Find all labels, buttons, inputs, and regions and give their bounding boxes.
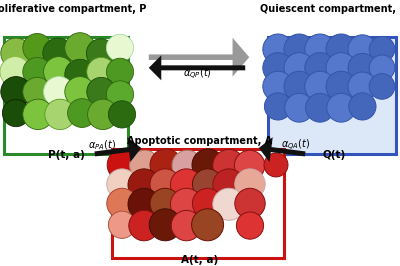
Text: $\alpha_{QP}(t)$: $\alpha_{QP}(t)$ bbox=[183, 67, 212, 82]
Ellipse shape bbox=[106, 58, 134, 85]
Ellipse shape bbox=[348, 53, 377, 82]
Ellipse shape bbox=[87, 77, 116, 106]
Ellipse shape bbox=[305, 71, 335, 102]
Text: Apoptotic compartment, A: Apoptotic compartment, A bbox=[127, 136, 273, 146]
Ellipse shape bbox=[348, 72, 377, 101]
Ellipse shape bbox=[0, 57, 30, 87]
Ellipse shape bbox=[23, 99, 53, 130]
Ellipse shape bbox=[236, 212, 264, 239]
Ellipse shape bbox=[149, 209, 181, 241]
Ellipse shape bbox=[107, 188, 137, 219]
Ellipse shape bbox=[170, 188, 202, 220]
Ellipse shape bbox=[128, 169, 160, 201]
Ellipse shape bbox=[285, 93, 314, 122]
Ellipse shape bbox=[170, 169, 202, 201]
Ellipse shape bbox=[192, 169, 223, 199]
Ellipse shape bbox=[150, 188, 180, 219]
Ellipse shape bbox=[65, 59, 95, 90]
Bar bbox=[112, 149, 284, 258]
Ellipse shape bbox=[369, 36, 395, 62]
Ellipse shape bbox=[264, 153, 288, 177]
Text: Quiescent compartment, Q: Quiescent compartment, Q bbox=[260, 4, 400, 14]
Ellipse shape bbox=[44, 77, 74, 107]
Ellipse shape bbox=[150, 169, 180, 199]
Ellipse shape bbox=[1, 77, 31, 107]
Ellipse shape bbox=[108, 211, 136, 238]
Ellipse shape bbox=[284, 53, 314, 83]
Ellipse shape bbox=[106, 34, 134, 61]
Ellipse shape bbox=[1, 38, 31, 68]
Ellipse shape bbox=[213, 149, 245, 181]
Ellipse shape bbox=[235, 188, 265, 219]
Ellipse shape bbox=[369, 55, 395, 81]
Text: P(t, a): P(t, a) bbox=[48, 150, 84, 160]
Ellipse shape bbox=[192, 209, 224, 241]
Ellipse shape bbox=[213, 188, 245, 220]
Text: Proliferative compartment, P: Proliferative compartment, P bbox=[0, 4, 146, 14]
Ellipse shape bbox=[326, 71, 356, 102]
Ellipse shape bbox=[305, 53, 335, 83]
Ellipse shape bbox=[306, 93, 334, 122]
Ellipse shape bbox=[326, 34, 356, 64]
Text: $\alpha_{PA}(t)$: $\alpha_{PA}(t)$ bbox=[88, 138, 116, 152]
Bar bbox=[4, 37, 128, 154]
Ellipse shape bbox=[264, 93, 292, 120]
Ellipse shape bbox=[326, 53, 356, 83]
Ellipse shape bbox=[192, 149, 224, 181]
Ellipse shape bbox=[263, 34, 293, 64]
Ellipse shape bbox=[234, 150, 265, 181]
Ellipse shape bbox=[130, 150, 160, 181]
Ellipse shape bbox=[68, 99, 96, 127]
Ellipse shape bbox=[327, 93, 356, 122]
Ellipse shape bbox=[284, 71, 314, 102]
Ellipse shape bbox=[88, 99, 118, 130]
Ellipse shape bbox=[45, 99, 75, 130]
Ellipse shape bbox=[213, 169, 245, 201]
Ellipse shape bbox=[348, 35, 377, 64]
Ellipse shape bbox=[23, 77, 52, 106]
Ellipse shape bbox=[263, 53, 293, 83]
Ellipse shape bbox=[349, 93, 376, 120]
Ellipse shape bbox=[369, 74, 395, 99]
Ellipse shape bbox=[192, 188, 223, 219]
Ellipse shape bbox=[106, 81, 134, 108]
Text: Q(t): Q(t) bbox=[322, 150, 346, 160]
Ellipse shape bbox=[305, 34, 335, 64]
Text: A(t, a): A(t, a) bbox=[181, 255, 219, 265]
Ellipse shape bbox=[86, 39, 115, 68]
Ellipse shape bbox=[235, 169, 265, 199]
Bar bbox=[268, 37, 396, 154]
Ellipse shape bbox=[87, 57, 116, 86]
Ellipse shape bbox=[107, 149, 139, 181]
Ellipse shape bbox=[171, 210, 202, 241]
Ellipse shape bbox=[129, 210, 159, 241]
Ellipse shape bbox=[43, 38, 73, 68]
Ellipse shape bbox=[44, 57, 74, 87]
Ellipse shape bbox=[23, 34, 52, 62]
Ellipse shape bbox=[263, 71, 293, 102]
Ellipse shape bbox=[23, 57, 52, 86]
Ellipse shape bbox=[2, 99, 30, 127]
Ellipse shape bbox=[128, 188, 160, 220]
Ellipse shape bbox=[150, 149, 182, 181]
Text: $\alpha_{QA}(t)$: $\alpha_{QA}(t)$ bbox=[281, 138, 311, 152]
Ellipse shape bbox=[284, 34, 314, 64]
Ellipse shape bbox=[108, 101, 136, 128]
Ellipse shape bbox=[107, 169, 137, 199]
Ellipse shape bbox=[65, 77, 95, 107]
Ellipse shape bbox=[65, 33, 95, 63]
Ellipse shape bbox=[172, 150, 202, 181]
